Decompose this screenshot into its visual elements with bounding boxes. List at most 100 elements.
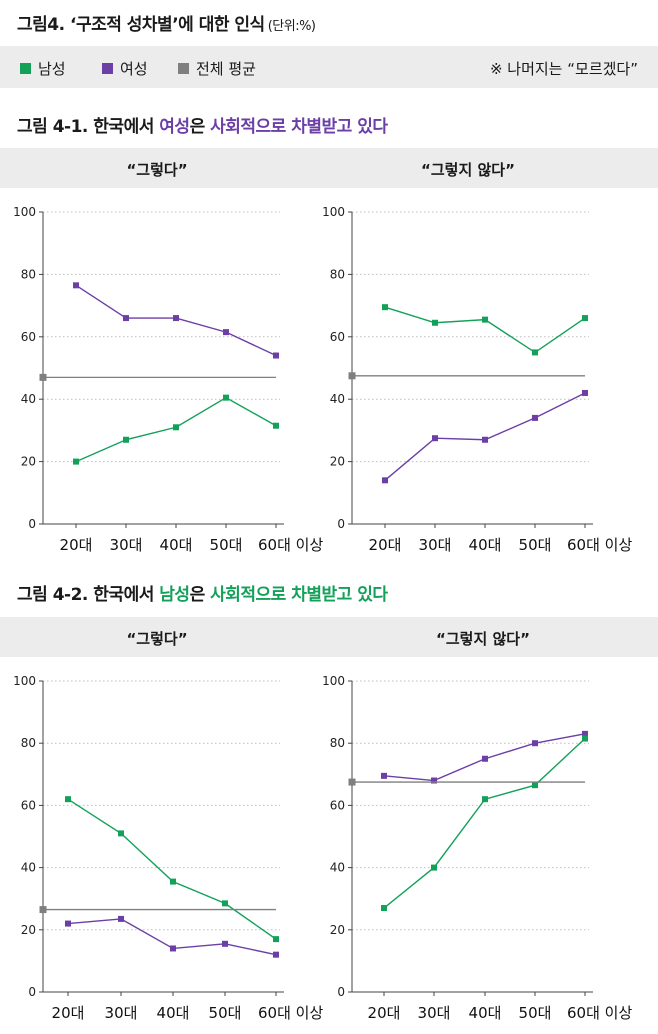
section-title-4-1: 그림 4-1. 한국에서 여성은 사회적으로 차별받고 있다 — [17, 112, 388, 137]
female-series-line — [384, 392, 586, 481]
male-data-point — [582, 315, 588, 322]
figure-title: 그림4. ‘구조적 성차별’에 대한 인식 (단위:%) — [17, 10, 316, 35]
x-tick-label: 60대 이상 — [258, 536, 323, 554]
panel-header-4-2: “그렇다” “그렇지 않다” — [0, 617, 658, 657]
y-tick-label: 100 — [13, 205, 36, 219]
legend-male: 남성 — [20, 58, 66, 79]
section-title-4-2: 그림 4-2. 한국에서 남성은 사회적으로 차별받고 있다 — [17, 580, 388, 605]
male-data-point — [381, 905, 387, 912]
chart-4-2-yes: 0 20 40 60 80 100 20대 30대 40대 50대 60대 이상 — [13, 674, 323, 1022]
x-tick-label: 20대 — [368, 1004, 401, 1022]
x-tick-label: 60대 이상 — [258, 1004, 323, 1022]
y-tick-label: 80 — [330, 267, 345, 281]
x-tick-label: 40대 — [469, 536, 502, 554]
section-mid: 은 — [189, 585, 211, 605]
average-marker — [39, 373, 47, 381]
y-tick-label: 20 — [330, 455, 345, 469]
panel-label-yes: “그렇다” — [126, 161, 188, 179]
y-tick-label: 80 — [330, 736, 345, 750]
legend-bar: 남성 여성 전체 평균 ※ 나머지는 “모르겠다” — [0, 46, 658, 88]
y-tick-label: 40 — [330, 392, 345, 406]
male-data-point — [65, 796, 71, 803]
y-tick-label: 40 — [21, 392, 36, 406]
chart-4-1-no: 0 20 40 60 80 100 20대 30대 40대 50대 60대 이상 — [322, 205, 632, 554]
male-data-point — [432, 319, 438, 326]
x-tick-label: 30대 — [105, 1004, 138, 1022]
section-rest: 사회적으로 차별받고 있다 — [210, 117, 388, 137]
chart-4-1-yes: 0 20 40 60 80 100 20대 30대 40대 50대 60대 이상 — [13, 205, 323, 554]
y-tick-label: 40 — [21, 861, 36, 875]
panel-label-no: “그렇지 않다” — [421, 161, 515, 179]
male-data-point — [273, 936, 279, 943]
y-tick-label: 60 — [330, 798, 345, 812]
x-tick-label: 50대 — [210, 536, 243, 554]
female-data-point — [532, 414, 538, 421]
male-data-point — [482, 316, 488, 323]
male-data-point — [73, 458, 79, 465]
x-tick-label: 50대 — [209, 1004, 242, 1022]
average-marker — [348, 778, 356, 786]
legend-female-label: 여성 — [120, 60, 148, 78]
y-tick-label: 80 — [21, 267, 36, 281]
female-data-point — [482, 755, 488, 762]
legend-male-label: 남성 — [38, 60, 66, 78]
legend-female: 여성 — [102, 58, 148, 79]
section-subject: 남성 — [159, 585, 190, 605]
y-tick-label: 100 — [322, 674, 345, 688]
y-tick-label: 60 — [21, 798, 36, 812]
x-tick-label: 20대 — [369, 536, 402, 554]
x-tick-label: 20대 — [52, 1004, 85, 1022]
x-tick-label: 60대 이상 — [567, 1004, 632, 1022]
y-tick-label: 0 — [337, 985, 345, 999]
y-tick-label: 100 — [13, 674, 36, 688]
x-tick-label: 40대 — [469, 1004, 502, 1022]
male-data-point — [482, 796, 488, 803]
section-prefix: 그림 4-2. 한국에서 — [17, 585, 160, 605]
female-data-point — [582, 389, 588, 396]
x-tick-label: 50대 — [519, 536, 552, 554]
female-data-point — [482, 436, 488, 443]
female-data-point — [118, 915, 124, 922]
y-tick-label: 40 — [330, 861, 345, 875]
male-data-point — [223, 394, 229, 401]
male-data-point — [582, 735, 588, 742]
y-tick-label: 0 — [28, 985, 36, 999]
y-tick-label: 80 — [21, 736, 36, 750]
female-data-point — [123, 315, 129, 322]
x-tick-label: 60대 이상 — [567, 536, 632, 554]
female-data-point — [582, 730, 588, 737]
x-tick-label: 30대 — [419, 536, 452, 554]
figure-title-text: 그림4. ‘구조적 성차별’에 대한 인식 — [17, 15, 265, 35]
female-data-point — [173, 315, 179, 322]
male-data-point — [123, 436, 129, 443]
male-series-line — [67, 798, 277, 940]
chart-4-2-no: 0 20 40 60 80 100 20대 30대 40대 50대 60대 이상 — [322, 674, 632, 1022]
male-data-point — [118, 830, 124, 837]
female-data-point — [431, 777, 437, 784]
y-tick-label: 20 — [330, 923, 345, 937]
y-tick-label: 0 — [28, 517, 36, 531]
y-tick-label: 60 — [21, 330, 36, 344]
legend-avg-swatch — [178, 63, 189, 74]
section-rest: 사회적으로 차별받고 있다 — [210, 585, 388, 605]
male-data-point — [170, 878, 176, 885]
male-series-line — [383, 738, 586, 909]
female-data-point — [223, 329, 229, 336]
legend-female-swatch — [102, 63, 113, 74]
male-series-line — [384, 306, 586, 354]
y-tick-label: 20 — [21, 455, 36, 469]
legend-note: ※ 나머지는 “모르겠다” — [489, 60, 638, 78]
male-data-point — [382, 304, 388, 311]
male-data-point — [431, 864, 437, 871]
female-data-point — [381, 772, 387, 779]
y-tick-label: 0 — [337, 517, 345, 531]
female-data-point — [273, 352, 279, 359]
x-tick-label: 30대 — [418, 1004, 451, 1022]
x-tick-label: 20대 — [60, 536, 93, 554]
y-tick-label: 60 — [330, 330, 345, 344]
female-data-point — [532, 740, 538, 747]
female-data-point — [73, 282, 79, 289]
legend-male-swatch — [20, 63, 31, 74]
male-data-point — [222, 900, 228, 907]
x-tick-label: 30대 — [110, 536, 143, 554]
